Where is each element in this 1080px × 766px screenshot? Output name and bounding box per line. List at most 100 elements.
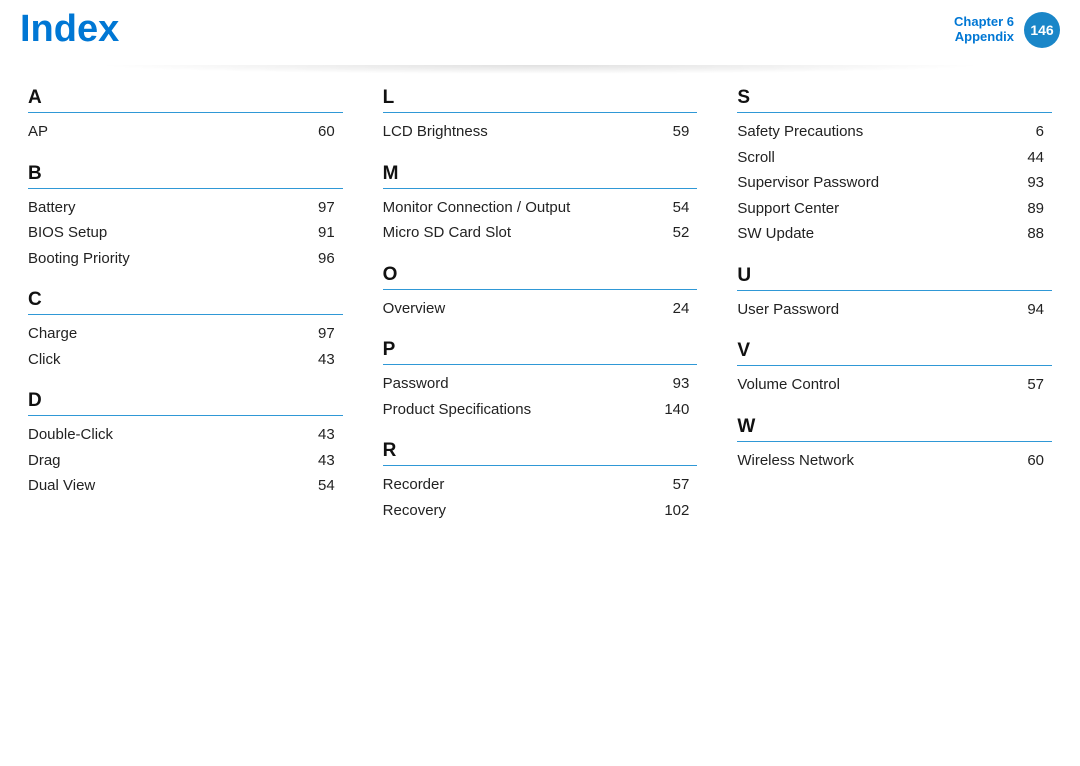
index-section: R Recorder57Recovery102 xyxy=(383,440,698,523)
chapter-line-1: Chapter 6 xyxy=(954,15,1014,30)
header-shadow xyxy=(14,65,1066,81)
index-entry[interactable]: LCD Brightness59 xyxy=(383,119,698,145)
index-entry-term: Wireless Network xyxy=(737,448,1004,474)
index-entry[interactable]: SW Update88 xyxy=(737,221,1052,247)
index-section-letter: D xyxy=(28,390,343,416)
index-entry-page: 43 xyxy=(295,422,335,448)
index-section-letter: O xyxy=(383,264,698,290)
index-column: AAP60BBattery97BIOS Setup91Booting Prior… xyxy=(28,87,343,523)
index-entry-term: Charge xyxy=(28,321,295,347)
index-entry-page: 6 xyxy=(1004,119,1044,145)
index-section: O Overview24 xyxy=(383,264,698,322)
index-entry[interactable]: Charge97 xyxy=(28,321,343,347)
index-entry-page: 54 xyxy=(295,473,335,499)
chapter-line-2: Appendix xyxy=(954,30,1014,45)
index-section: WWireless Network60 xyxy=(737,416,1052,474)
index-entry-page: 140 xyxy=(649,397,689,423)
index-entry-term: Double-Click xyxy=(28,422,295,448)
index-entry-page: 43 xyxy=(295,347,335,373)
index-entry[interactable]: Supervisor Password93 xyxy=(737,170,1052,196)
index-entry[interactable]: Scroll44 xyxy=(737,145,1052,171)
index-section-letter: A xyxy=(28,87,343,113)
index-entry-term: Product Specifications xyxy=(383,397,650,423)
index-entry-term: Recorder xyxy=(383,472,650,498)
index-entry-term: Safety Precautions xyxy=(737,119,1004,145)
index-entry-term: Volume Control xyxy=(737,372,1004,398)
index-entry-page: 59 xyxy=(649,119,689,145)
index-section-letter: L xyxy=(383,87,698,113)
index-entry[interactable]: Dual View54 xyxy=(28,473,343,499)
index-entry-term: User Password xyxy=(737,297,1004,323)
index-entry[interactable]: Support Center89 xyxy=(737,196,1052,222)
index-entry[interactable]: User Password94 xyxy=(737,297,1052,323)
index-entry[interactable]: AP60 xyxy=(28,119,343,145)
index-entry-term: Drag xyxy=(28,448,295,474)
index-entry-term: BIOS Setup xyxy=(28,220,295,246)
index-entry[interactable]: Password93 xyxy=(383,371,698,397)
index-entry[interactable]: Click43 xyxy=(28,347,343,373)
index-entry-term: Recovery xyxy=(383,498,650,524)
index-entry-page: 44 xyxy=(1004,145,1044,171)
index-section-letter: R xyxy=(383,440,698,466)
index-entry[interactable]: BIOS Setup91 xyxy=(28,220,343,246)
index-entry[interactable]: Double-Click43 xyxy=(28,422,343,448)
chapter-label: Chapter 6 Appendix xyxy=(954,15,1014,45)
index-entry-page: 89 xyxy=(1004,196,1044,222)
index-entry-page: 93 xyxy=(1004,170,1044,196)
index-section-letter: C xyxy=(28,289,343,315)
index-entry-page: 93 xyxy=(649,371,689,397)
index-entry-term: Micro SD Card Slot xyxy=(383,220,650,246)
index-section-letter: M xyxy=(383,163,698,189)
index-section: C Charge97Click43 xyxy=(28,289,343,372)
index-entry[interactable]: Micro SD Card Slot52 xyxy=(383,220,698,246)
index-entry[interactable]: Battery97 xyxy=(28,195,343,221)
index-section: UUser Password94 xyxy=(737,265,1052,323)
index-entry[interactable]: Recorder57 xyxy=(383,472,698,498)
index-entry[interactable]: Drag43 xyxy=(28,448,343,474)
index-entry-page: 91 xyxy=(295,220,335,246)
index-section: SSafety Precautions6Scroll44Supervisor P… xyxy=(737,87,1052,247)
index-entry[interactable]: Recovery102 xyxy=(383,498,698,524)
index-column: SSafety Precautions6Scroll44Supervisor P… xyxy=(737,87,1052,523)
index-entry-term: Click xyxy=(28,347,295,373)
index-section: L LCD Brightness59 xyxy=(383,87,698,145)
index-entry-term: Supervisor Password xyxy=(737,170,1004,196)
index-entry-page: 57 xyxy=(1004,372,1044,398)
header-right: Chapter 6 Appendix 146 xyxy=(954,12,1060,48)
page-header: Index Chapter 6 Appendix 146 xyxy=(0,0,1080,65)
index-entry-page: 52 xyxy=(649,220,689,246)
index-entry-page: 54 xyxy=(649,195,689,221)
index-entry-page: 60 xyxy=(1004,448,1044,474)
page-number-badge: 146 xyxy=(1024,12,1060,48)
index-entry-page: 24 xyxy=(649,296,689,322)
index-entry-page: 60 xyxy=(295,119,335,145)
index-entry-term: Scroll xyxy=(737,145,1004,171)
index-entry-term: Support Center xyxy=(737,196,1004,222)
index-entry-page: 88 xyxy=(1004,221,1044,247)
index-entry-term: AP xyxy=(28,119,295,145)
index-entry-page: 43 xyxy=(295,448,335,474)
index-entry-term: Password xyxy=(383,371,650,397)
index-section-letter: V xyxy=(737,340,1052,366)
index-entry-term: Battery xyxy=(28,195,295,221)
index-entry[interactable]: Volume Control57 xyxy=(737,372,1052,398)
index-entry-page: 57 xyxy=(649,472,689,498)
index-entry-term: Booting Priority xyxy=(28,246,295,272)
index-entry[interactable]: Overview24 xyxy=(383,296,698,322)
index-entry[interactable]: Product Specifications140 xyxy=(383,397,698,423)
index-entry-term: Monitor Connection / Output xyxy=(383,195,650,221)
index-entry-term: LCD Brightness xyxy=(383,119,650,145)
index-column: L LCD Brightness59 M Monitor Connection / O… xyxy=(383,87,698,523)
index-section: V Volume Control57 xyxy=(737,340,1052,398)
index-entry-term: Overview xyxy=(383,296,650,322)
index-entry-term: Dual View xyxy=(28,473,295,499)
index-entry[interactable]: Monitor Connection / Output54 xyxy=(383,195,698,221)
index-entry[interactable]: Booting Priority96 xyxy=(28,246,343,272)
index-section-letter: P xyxy=(383,339,698,365)
index-section: M Monitor Connection / Output54Micro SD C… xyxy=(383,163,698,246)
page-title: Index xyxy=(20,8,119,51)
index-entry[interactable]: Wireless Network60 xyxy=(737,448,1052,474)
index-entry-page: 102 xyxy=(649,498,689,524)
index-entry[interactable]: Safety Precautions6 xyxy=(737,119,1052,145)
index-entry-page: 94 xyxy=(1004,297,1044,323)
